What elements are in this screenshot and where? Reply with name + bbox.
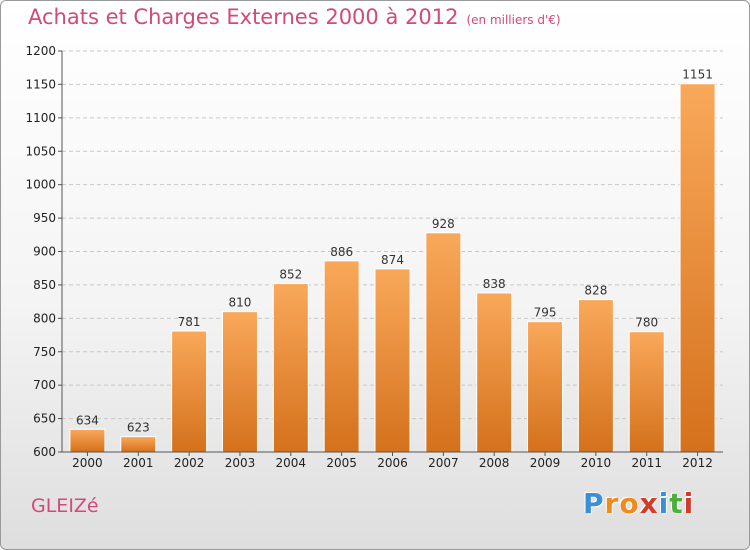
x-tick-label: 2008	[479, 456, 510, 470]
logo-letter: i	[658, 487, 670, 520]
value-label: 1151	[682, 68, 713, 82]
y-tick-label: 1150	[25, 77, 56, 91]
location-name: GLEIZé	[31, 495, 99, 517]
y-tick-label: 700	[33, 378, 56, 392]
logo-letter: o	[619, 487, 640, 520]
x-tick-label: 2002	[174, 456, 205, 470]
bar	[679, 83, 716, 453]
bar	[171, 330, 208, 453]
bar	[577, 299, 614, 453]
value-label: 852	[279, 268, 302, 282]
bar	[425, 232, 462, 453]
unit-label: (en milliers d'€)	[466, 13, 561, 27]
x-tick-label: 2012	[682, 456, 713, 470]
y-tick-label: 850	[33, 278, 56, 292]
y-tick-label: 1100	[25, 111, 56, 125]
value-label: 928	[432, 217, 455, 231]
value-label: 780	[635, 316, 658, 330]
y-tick-label: 1200	[25, 44, 56, 58]
y-tick-label: 950	[33, 211, 56, 225]
logo-letter: t	[669, 487, 684, 520]
value-label: 838	[483, 277, 506, 291]
y-tick-label: 750	[33, 345, 56, 359]
chart-title: Achats et Charges Externes 2000 à 2012 (e…	[28, 5, 561, 29]
logo-letter: i	[683, 487, 695, 520]
y-tick-label: 900	[33, 245, 56, 259]
y-tick-label: 1000	[25, 178, 56, 192]
bar	[120, 436, 157, 453]
x-tick-label: 2005	[326, 456, 357, 470]
value-label: 874	[381, 253, 404, 267]
y-tick-label: 800	[33, 311, 56, 325]
proxiti-logo: Proxiti	[583, 487, 694, 520]
bar	[374, 268, 411, 453]
x-tick-label: 2004	[276, 456, 307, 470]
x-tick-label: 2000	[72, 456, 103, 470]
bars	[69, 83, 716, 453]
y-tick-label: 1050	[25, 144, 56, 158]
value-label: 828	[584, 284, 607, 298]
x-tick-label: 2011	[631, 456, 662, 470]
bar	[527, 321, 564, 453]
x-tick-label: 2010	[581, 456, 612, 470]
x-tick-label: 2007	[428, 456, 459, 470]
value-label: 795	[534, 306, 557, 320]
x-tick-label: 2009	[530, 456, 561, 470]
value-label: 781	[178, 315, 201, 329]
y-tick-label: 650	[33, 412, 56, 426]
value-label: 886	[330, 245, 353, 259]
x-tick-label: 2001	[123, 456, 154, 470]
x-tick-label: 2003	[225, 456, 256, 470]
value-label: 623	[127, 421, 150, 435]
bar	[476, 292, 513, 453]
value-label: 634	[76, 413, 99, 427]
logo-letter: x	[639, 487, 659, 520]
bar	[221, 311, 258, 453]
labels: 634 623 781 810 852 886 874 928 838 795 828 780 1151	[76, 68, 713, 435]
logo-letter: P	[583, 487, 605, 520]
x-tick-label: 2006	[377, 456, 408, 470]
bar	[272, 283, 309, 453]
axes: 600 650 700 750 800 850 900 950 1000 1050 1100 1150…	[25, 44, 723, 470]
bar	[69, 428, 106, 453]
logo-letter: r	[604, 487, 620, 520]
bar	[323, 260, 360, 453]
y-tick-label: 600	[33, 445, 56, 459]
bar	[628, 331, 665, 453]
title-text: Achats et Charges Externes 2000 à 2012	[28, 5, 459, 29]
value-label: 810	[229, 296, 252, 310]
